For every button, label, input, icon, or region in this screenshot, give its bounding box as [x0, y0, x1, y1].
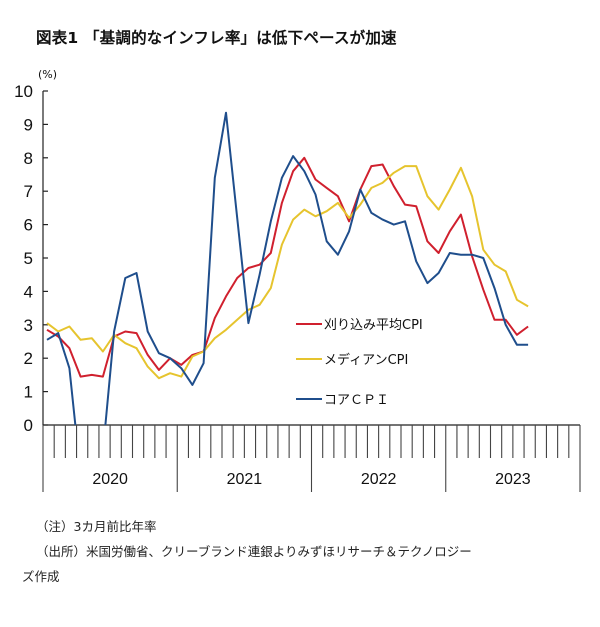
y-tick-label: 8 [24, 149, 33, 168]
y-axis: 0 1 2 3 4 5 6 7 8 9 10 [14, 82, 48, 435]
source-text-line1: （出所）米国労働省、クリーブランド連銀よりみずほリサーチ＆テクノロジー [36, 544, 472, 559]
legend-label: コアＣＰＩ [324, 393, 389, 408]
chart-title: 図表1 「基調的なインフレ率」は低下ペースが加速 [36, 29, 397, 47]
x-axis: 2020 2021 2022 2023 [42, 424, 581, 492]
y-tick-label: 5 [24, 249, 33, 268]
x-year-label: 2023 [495, 471, 531, 488]
series-line-2 [46, 165, 529, 380]
note-text: （注）3カ月前比年率 [36, 519, 157, 534]
x-year-label: 2021 [227, 471, 263, 488]
legend-label: メディアンCPI [324, 352, 408, 368]
footnotes: （注）3カ月前比年率 （出所）米国労働省、クリーブランド連銀よりみずほリサーチ＆… [22, 514, 472, 589]
series-group [46, 111, 529, 425]
x-year-label: 2022 [361, 471, 397, 488]
y-tick-label: 3 [24, 316, 33, 335]
y-axis-unit-label: (%) [38, 68, 57, 81]
series-line-1 [46, 156, 529, 378]
y-tick-label: 9 [24, 115, 33, 134]
y-tick-label: 10 [14, 82, 33, 101]
y-tick-label: 2 [24, 349, 33, 368]
series-line-3 [46, 111, 529, 425]
y-tick-label: 1 [24, 383, 33, 402]
legend-label: 刈り込み平均CPI [324, 318, 423, 333]
y-tick-label: 6 [24, 216, 33, 235]
x-year-label: 2020 [92, 471, 128, 488]
y-tick-label: 0 [24, 416, 33, 435]
y-tick-label: 4 [24, 282, 33, 301]
source-text-line2: ズ作成 [22, 569, 60, 584]
legend: 刈り込み平均CPI メディアンCPI コアＣＰＩ [296, 318, 423, 408]
y-tick-label: 7 [24, 182, 33, 201]
